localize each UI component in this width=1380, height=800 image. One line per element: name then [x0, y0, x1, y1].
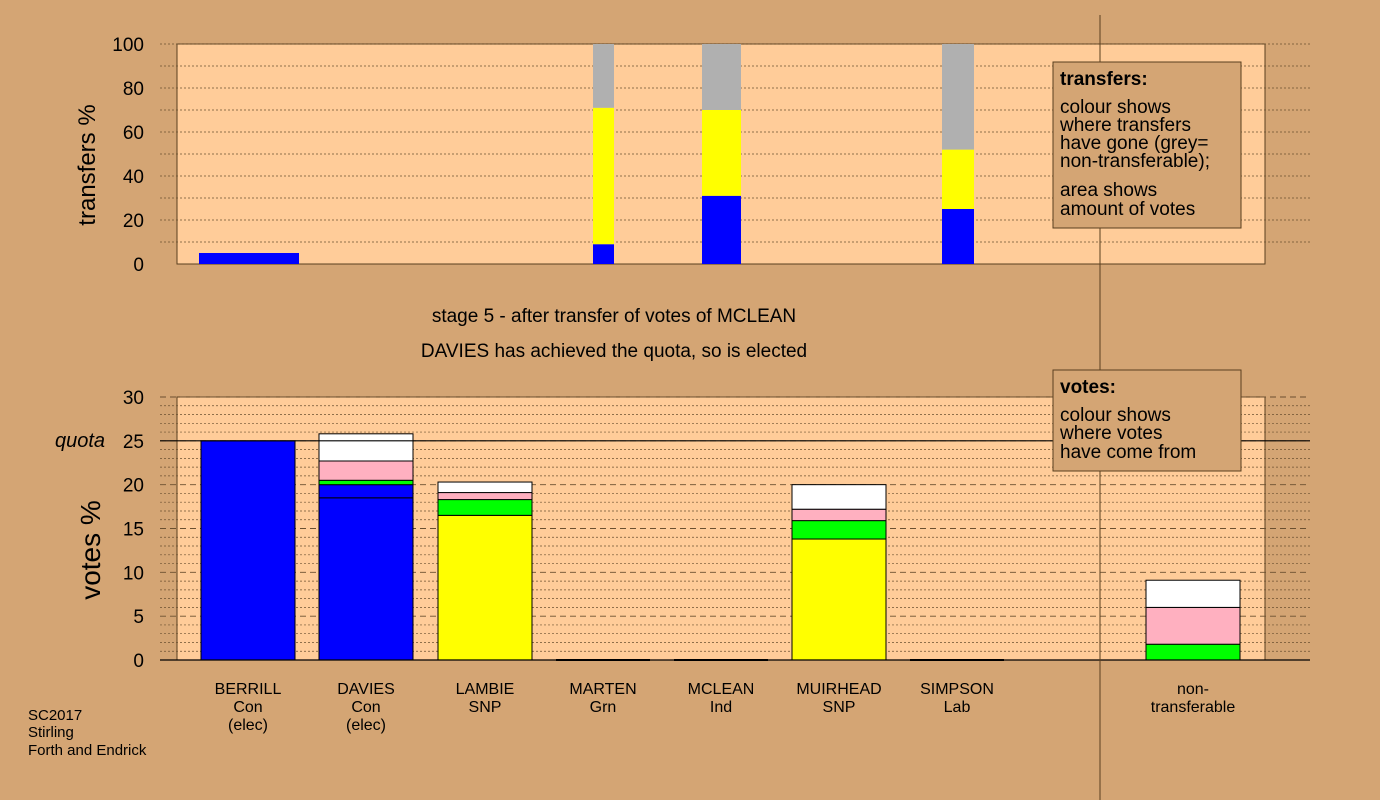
stage-subtitle: DAVIES has achieved the quota, so is ele… [421, 341, 807, 362]
vote-bar-segment [437, 514, 533, 661]
transfers-legend: transfers: colour shows where transfers … [1052, 61, 1242, 229]
votes-chart: 051015202530BERRILLCon(elec)DAVIESCon(el… [123, 388, 1310, 734]
transfer-bar-segment [942, 149, 974, 209]
candidate-label: Ind [710, 699, 732, 716]
transfer-bar-segment [593, 44, 614, 108]
vote-bar-segment [791, 508, 887, 522]
transfer-bar-segment [702, 110, 741, 196]
transfer-bar-segment [199, 253, 299, 264]
candidate-label: (elec) [228, 717, 268, 734]
y-tick-label: 5 [133, 607, 144, 628]
vote-bar-segment [1145, 643, 1241, 661]
vote-bar-segment [318, 433, 414, 462]
vote-bar-segment [200, 440, 296, 661]
y-tick-label: 25 [123, 432, 144, 453]
candidate-label: Grn [590, 699, 617, 716]
y-tick-label: 20 [123, 476, 144, 497]
votes-legend-line: have come from [1060, 442, 1196, 463]
footer-line: Forth and Endrick [28, 742, 147, 759]
footer: SC2017 Stirling Forth and Endrick [28, 707, 147, 759]
vote-bar-segment [437, 492, 533, 501]
transfer-bar-segment [593, 244, 614, 264]
candidate-label: DAVIES [337, 681, 395, 698]
transfers-ylabel: transfers % [74, 104, 101, 225]
candidate-label: Con [351, 699, 380, 716]
y-tick-label: 30 [123, 388, 144, 409]
vote-bar-segment [1145, 579, 1241, 608]
y-tick-label: 20 [123, 211, 144, 232]
transfers-legend-line: area shows [1060, 180, 1157, 201]
transfer-bar-segment [702, 195, 741, 264]
votes-legend-line: where votes [1059, 423, 1162, 444]
candidate-label: transferable [1151, 699, 1236, 716]
candidate-label: BERRILL [215, 681, 282, 698]
vote-bar-segment [791, 484, 887, 510]
y-tick-label: 40 [123, 167, 144, 188]
transfers-legend-title: transfers: [1060, 69, 1148, 90]
votes-legend-title: votes: [1060, 377, 1116, 398]
vote-bar-segment [437, 481, 533, 494]
vote-bar-segment [318, 460, 414, 481]
transfers-legend-line: where transfers [1059, 115, 1191, 136]
footer-line: SC2017 [28, 707, 82, 724]
transfers-legend-line: have gone (grey= [1060, 133, 1208, 154]
votes-legend: votes: colour shows where votes have com… [1052, 369, 1242, 472]
transfers-legend-line: amount of votes [1060, 199, 1195, 220]
transfer-bar-segment [702, 44, 741, 110]
candidate-label: MCLEAN [688, 681, 755, 698]
footer-line: Stirling [28, 724, 74, 741]
transfers-legend-line: non-transferable); [1060, 151, 1210, 172]
vote-bar-segment [318, 479, 414, 486]
y-tick-label: 60 [123, 123, 144, 144]
candidate-label: non- [1177, 681, 1209, 698]
candidate-label: (elec) [346, 717, 386, 734]
vote-bar-segment [318, 484, 414, 499]
vote-bar-segment [1145, 606, 1241, 645]
transfer-bar-segment [593, 107, 614, 245]
candidate-label: MUIRHEAD [796, 681, 881, 698]
y-tick-label: 0 [133, 651, 144, 672]
transfers-legend-line: colour shows [1060, 97, 1171, 118]
votes-legend-line: colour shows [1060, 405, 1171, 426]
y-tick-label: 15 [123, 520, 144, 541]
candidate-label: Lab [944, 699, 971, 716]
quota-label: quota [55, 430, 105, 452]
vote-bar-segment [318, 497, 414, 661]
candidate-label: SNP [469, 699, 502, 716]
vote-bar-segment [791, 538, 887, 661]
candidate-label: SIMPSON [920, 681, 994, 698]
votes-ylabel: votes % [75, 500, 106, 600]
y-tick-label: 100 [112, 35, 144, 56]
y-tick-label: 0 [133, 255, 144, 276]
candidate-label: SNP [823, 699, 856, 716]
vote-bar-segment [437, 499, 533, 516]
y-tick-label: 10 [123, 563, 144, 584]
candidate-label: Con [233, 699, 262, 716]
transfer-bar-segment [942, 44, 974, 150]
candidate-label: MARTEN [569, 681, 636, 698]
stage-title: stage 5 - after transfer of votes of MCL… [432, 306, 796, 327]
vote-bar-segment [791, 520, 887, 540]
transfer-bar-segment [942, 209, 974, 264]
candidate-label: LAMBIE [456, 681, 515, 698]
y-tick-label: 80 [123, 79, 144, 100]
